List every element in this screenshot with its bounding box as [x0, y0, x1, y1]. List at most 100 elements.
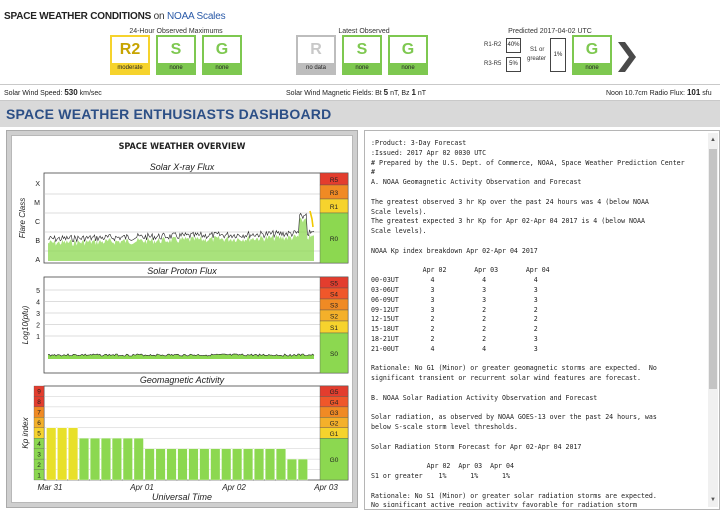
scroll-down-icon[interactable]: ▼	[710, 497, 716, 503]
proton-scale-label: S5	[330, 281, 338, 288]
geo-scale-label: G3	[330, 410, 339, 417]
observed-g-letter: G	[215, 41, 229, 58]
observed-g-sub: none	[204, 63, 240, 73]
xray-r-scale-bar: R5 R3 R1 R0	[319, 172, 349, 264]
kp-tick-label: 4	[37, 441, 41, 448]
predicted-g-letter: G	[585, 41, 599, 58]
observed-s-scale-box[interactable]: S none	[156, 35, 196, 75]
proton-tick-label: 4	[36, 300, 40, 307]
kp-bar	[68, 427, 78, 481]
x-axis-label: Universal Time	[152, 492, 212, 502]
kp-bar	[144, 448, 155, 481]
kp-bar	[254, 448, 264, 481]
observed-r-scale-box[interactable]: R2 moderate	[110, 35, 150, 75]
kp-tick-label: 3	[37, 451, 41, 458]
latest-s-letter: S	[356, 41, 368, 58]
latest-r-scale-box[interactable]: R no data	[296, 35, 336, 75]
kp-bar	[276, 448, 286, 481]
xray-tick-label: B	[35, 238, 40, 245]
predicted-label: Predicted 2017-04-02 UTC	[508, 28, 592, 35]
solar-wind-magnetic-fields: Solar Wind Magnetic Fields: Bt 5 nT, Bz …	[286, 88, 426, 97]
predicted-g-sub: none	[574, 63, 610, 73]
latest-g-scale-box[interactable]: G none	[388, 35, 428, 75]
observed-g-scale-box[interactable]: G none	[202, 35, 242, 75]
kp-bar	[57, 427, 68, 481]
kp-bar	[243, 448, 253, 481]
observed-r-sub: moderate	[112, 63, 148, 73]
kp-bar	[177, 448, 188, 481]
noaa-scales-link[interactable]: NOAA Scales	[166, 11, 226, 22]
scroll-up-icon[interactable]: ▲	[710, 137, 716, 143]
chevron-right-icon[interactable]	[616, 40, 638, 74]
kp-bar	[297, 458, 308, 481]
kp-tick-label: 2	[37, 462, 41, 469]
xray-flux-fill	[48, 217, 314, 261]
xray-scale-label: R5	[330, 177, 339, 184]
s1-label-line1: S1 or	[530, 47, 545, 53]
r3r5-label: R3-R5	[484, 61, 502, 67]
proton-scale-label: S2	[330, 314, 338, 321]
proton-tick-label: 2	[36, 323, 40, 330]
bz-value: 1	[411, 88, 416, 97]
observed-s-letter: S	[170, 41, 182, 58]
geo-tick-labels: 9 8 7 6 5 4 3 2 1	[33, 385, 45, 481]
r3r5-value: 5%	[506, 57, 521, 72]
s1-label-line2: greater	[527, 56, 547, 62]
proton-title: Solar Proton Flux	[147, 266, 217, 276]
bt-unit: nT, Bz	[390, 90, 410, 97]
scrollbar-thumb[interactable]	[709, 149, 717, 389]
proton-scale-label: S1	[330, 325, 338, 332]
banner-title-on: on	[153, 11, 165, 22]
geo-scale-label: G2	[330, 421, 339, 428]
proton-flux-line	[47, 353, 315, 357]
xray-flux-line	[47, 212, 315, 243]
proton-tick-label: 1	[36, 334, 40, 341]
x-tick-labels: Mar 31 Apr 01 Apr 02 Apr 03	[38, 483, 339, 492]
dashboard-title: SPACE WEATHER ENTHUSIASTS DASHBOARD	[6, 106, 332, 122]
vertical-scrollbar[interactable]: ▲ ▼	[708, 133, 718, 507]
kp-tick-cell	[33, 469, 45, 481]
proton-scale-segment	[319, 332, 349, 374]
latest-r-sub: no data	[298, 63, 334, 73]
space-weather-conditions-banner: SPACE WEATHER CONDITIONS on NOAA Scales …	[0, 0, 720, 84]
geo-scale-label: G0	[330, 457, 339, 464]
banner-title-text: SPACE WEATHER CONDITIONS	[4, 11, 152, 22]
kp-bar	[287, 458, 297, 481]
forecast-text-panel[interactable]: :Product: 3-Day Forecast :Issued: 2017 A…	[364, 130, 720, 510]
predicted-g-scale-box[interactable]: G none	[572, 35, 612, 75]
mag-label: Solar Wind Magnetic Fields: Bt	[286, 90, 382, 97]
banner-title: SPACE WEATHER CONDITIONS on NOAA Scales	[4, 11, 226, 22]
geo-ylabel: Kp index	[21, 416, 30, 448]
proton-gridlines	[44, 289, 320, 337]
kp-bar	[155, 448, 166, 481]
dashboard-header: SPACE WEATHER ENTHUSIASTS DASHBOARD	[0, 101, 720, 127]
kp-bar	[122, 438, 133, 481]
kp-tick-label: 8	[37, 399, 41, 406]
proton-scale-label: S4	[330, 292, 338, 299]
kp-tick-label: 9	[37, 389, 41, 396]
kp-tick-label: 7	[37, 410, 41, 417]
observed-max-label: 24-Hour Observed Maximums	[129, 28, 223, 35]
three-day-forecast-text: :Product: 3-Day Forecast :Issued: 2017 A…	[371, 139, 685, 507]
radio-flux: Noon 10.7cm Radio Flux: 101 sfu	[606, 88, 712, 97]
kp-bar	[101, 438, 111, 481]
observed-s-sub: none	[158, 63, 194, 73]
latest-s-scale-box[interactable]: S none	[342, 35, 382, 75]
kp-bar	[90, 438, 100, 481]
kp-bar	[111, 438, 122, 481]
proton-flux-fill	[48, 353, 314, 359]
kp-bars	[46, 427, 308, 481]
kp-bar	[232, 448, 243, 481]
proton-scale-label: S3	[330, 303, 338, 310]
latest-s-sub: none	[344, 63, 380, 73]
proton-scale-label: S0	[330, 351, 338, 358]
s1-value: 1%	[550, 38, 566, 72]
xray-scale-label: R0	[330, 236, 339, 243]
xray-title: Solar X-ray Flux	[150, 162, 215, 172]
x-tick-label: Apr 03	[313, 483, 338, 492]
kp-bar	[133, 438, 144, 481]
proton-tick-labels: 5 4 3 2 1	[36, 288, 40, 341]
x-tick-label: Mar 31	[38, 483, 63, 492]
